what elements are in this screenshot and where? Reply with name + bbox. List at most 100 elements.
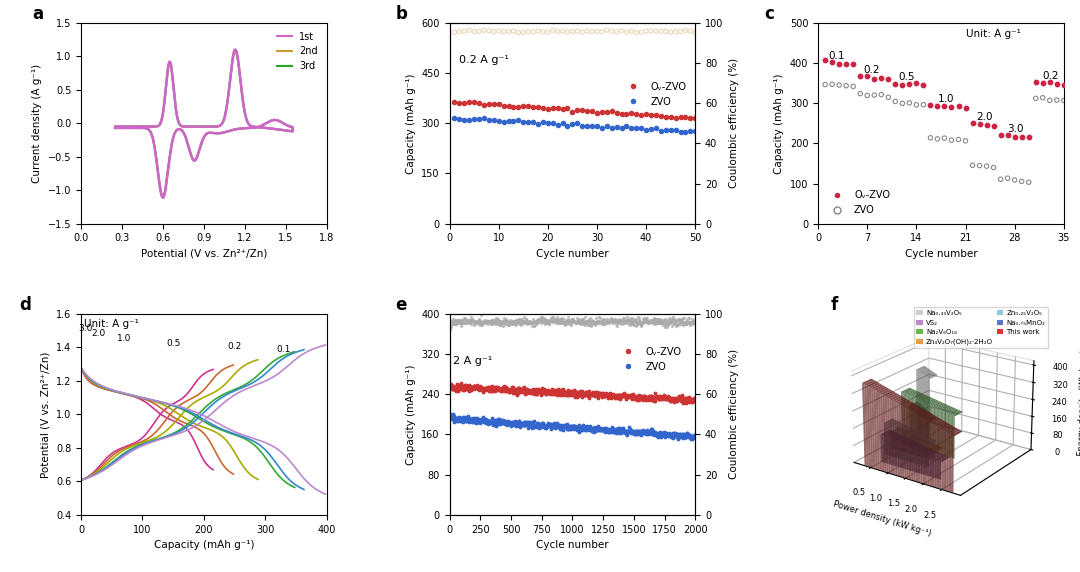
Point [678,316,696,325]
Point [663,314,680,323]
Point [627,427,645,436]
Point [544,420,562,430]
Point [531,315,549,324]
Point [670,395,687,404]
Point [552,386,569,395]
Point [597,317,615,327]
Point [597,316,615,325]
Point [469,414,486,423]
Point [458,317,475,327]
Point [607,425,624,434]
Point [552,425,569,434]
Point [646,431,663,440]
Point [621,424,638,434]
Point [673,431,690,440]
Point [490,386,508,395]
Point [639,427,657,436]
Point [502,385,519,394]
Point [943,136,960,145]
Point [838,81,855,90]
Point [505,418,523,427]
Point [576,320,593,329]
Point [538,421,555,430]
Point [460,380,477,390]
Point [681,318,699,327]
Point [629,394,646,403]
Point [617,315,634,324]
Point [619,431,636,440]
Point [584,426,602,435]
Point [549,388,566,398]
Point [633,427,650,436]
Point [645,319,662,328]
Point [686,433,703,442]
Point [446,315,463,324]
Point [686,316,703,325]
Point [512,423,529,432]
Point [534,317,551,327]
Point [637,26,654,35]
Point [667,125,685,134]
Point [569,316,586,325]
Point [549,120,566,129]
Point [642,424,659,434]
Point [631,394,648,403]
Point [603,392,620,401]
Point [598,424,616,433]
Point [661,430,678,439]
Text: 0.2 A g⁻¹: 0.2 A g⁻¹ [459,55,510,65]
Point [579,424,596,434]
Point [527,317,544,327]
Point [491,417,509,426]
Point [603,427,620,436]
Point [522,422,539,431]
Point [487,416,504,426]
Point [660,313,677,323]
Point [501,418,518,427]
Point [474,317,491,326]
Point [625,317,643,326]
Point [518,388,536,398]
Point [603,426,620,435]
Point [484,385,501,394]
Point [572,391,590,400]
Point [526,423,543,432]
Point [524,315,541,324]
Point [624,391,642,400]
Point [494,418,511,427]
Point [529,419,546,428]
Point [606,392,623,402]
Point [593,424,610,434]
Point [552,317,569,327]
Point [647,124,664,133]
Point [647,392,664,401]
Point [513,419,530,428]
Point [515,318,532,327]
Point [606,391,623,400]
Point [1055,80,1072,89]
Point [511,416,528,425]
Point [480,317,497,327]
Point [616,316,633,325]
Point [613,391,631,400]
Point [605,316,622,325]
Point [499,418,516,427]
Point [667,27,685,36]
Point [480,417,497,426]
Point [619,391,636,400]
Point [459,319,476,328]
Point [583,391,600,400]
Point [604,318,621,327]
Point [468,382,485,391]
Point [660,319,677,328]
Point [637,428,654,437]
Point [541,315,558,324]
Point [450,316,468,325]
Point [480,418,497,427]
Point [859,91,876,100]
Point [674,395,691,404]
Point [608,315,625,324]
X-axis label: Cycle number: Cycle number [905,249,977,259]
Point [462,312,480,321]
Point [630,426,647,435]
